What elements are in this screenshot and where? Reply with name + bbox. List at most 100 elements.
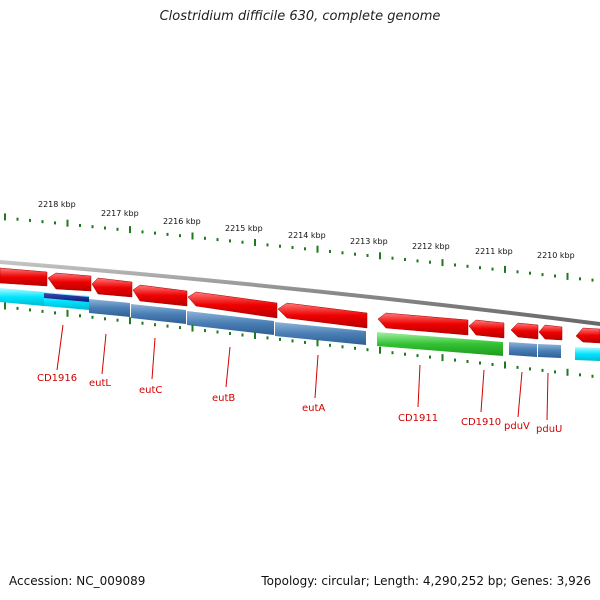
- minor-tick: [491, 363, 494, 366]
- major-tick: [504, 265, 506, 273]
- minor-tick: [91, 225, 94, 229]
- genome-backbone: [0, 260, 600, 326]
- ruler-label: 2217 kbp: [101, 209, 139, 218]
- minor-tick: [329, 250, 331, 253]
- cds-arrow: [91, 277, 133, 298]
- minor-tick: [591, 374, 594, 378]
- minor-tick: [166, 232, 169, 236]
- leader-line: [546, 372, 549, 421]
- ruler-label: 2210 kbp: [537, 251, 575, 260]
- major-tick: [4, 302, 6, 310]
- map-title: Clostridium difficile 630, complete geno…: [159, 9, 441, 24]
- minor-tick: [279, 337, 281, 341]
- minor-tick: [116, 227, 119, 231]
- minor-tick: [416, 354, 419, 358]
- minor-tick: [266, 243, 269, 247]
- ruler-label: 2214 kbp: [288, 231, 326, 240]
- leader-line: [417, 364, 421, 408]
- minor-tick: [41, 309, 44, 313]
- minor-tick: [429, 260, 431, 264]
- minor-tick: [91, 315, 94, 319]
- gene-label: pduU: [536, 424, 562, 435]
- minor-tick: [454, 263, 456, 267]
- leader-line: [151, 337, 156, 380]
- gene-label: CD1910: [461, 417, 501, 428]
- leader-line: [517, 371, 523, 418]
- minor-tick: [541, 273, 544, 277]
- cog-bar: [538, 344, 561, 358]
- major-tick: [66, 219, 69, 227]
- cog-bar: [131, 304, 186, 324]
- minor-tick: [204, 329, 206, 333]
- minor-tick: [204, 236, 206, 240]
- minor-tick: [291, 246, 294, 249]
- cog-bar: [89, 299, 130, 317]
- gene-label: eutA: [302, 403, 325, 414]
- cog-bar: [575, 347, 600, 361]
- minor-tick: [554, 370, 556, 374]
- minor-tick: [16, 306, 19, 310]
- cds-arrow: [468, 319, 505, 339]
- minor-tick: [591, 278, 594, 282]
- major-tick: [504, 361, 506, 369]
- minor-tick: [229, 332, 231, 335]
- minor-tick: [291, 339, 294, 343]
- minor-tick: [579, 277, 581, 281]
- minor-tick: [416, 259, 419, 263]
- minor-tick: [354, 252, 356, 256]
- leader-line: [56, 324, 64, 371]
- minor-tick: [404, 352, 406, 356]
- minor-tick: [141, 230, 144, 234]
- minor-tick: [429, 355, 431, 359]
- minor-tick: [141, 321, 144, 325]
- minor-tick: [116, 318, 119, 322]
- minor-tick: [279, 244, 281, 248]
- minor-tick: [516, 365, 519, 369]
- major-tick: [129, 226, 131, 234]
- minor-tick: [29, 218, 31, 222]
- minor-tick: [241, 333, 244, 337]
- gene-label: pduV: [504, 421, 530, 432]
- minor-tick: [529, 367, 531, 371]
- gene-labels: CD1916 eutL eutC eutB eutA CD1911 CD1910…: [37, 324, 562, 435]
- cds-arrow: [538, 324, 563, 341]
- cog-bar: [509, 342, 537, 357]
- accession-text: Accession: NC_009089: [9, 574, 146, 588]
- gene-label: eutL: [89, 378, 111, 389]
- minor-tick: [341, 345, 344, 349]
- major-tick: [4, 213, 6, 221]
- minor-tick: [16, 217, 19, 221]
- minor-tick: [529, 271, 531, 275]
- minor-tick: [454, 358, 456, 362]
- minor-tick: [404, 258, 406, 261]
- ruler-label: 2216 kbp: [163, 217, 201, 226]
- major-tick: [379, 252, 381, 260]
- cds-arrow: [187, 291, 278, 319]
- inner-ruler: [4, 302, 594, 378]
- minor-tick: [229, 239, 231, 243]
- cds-arrow: [510, 322, 539, 340]
- topology-text: Topology: circular; Length: 4,290,252 bp…: [261, 574, 591, 588]
- cog-track: [0, 288, 600, 361]
- minor-tick: [579, 373, 581, 377]
- minor-tick: [479, 361, 481, 365]
- minor-tick: [216, 238, 219, 242]
- minor-tick: [241, 240, 244, 244]
- ruler-label: 2211 kbp: [475, 247, 513, 256]
- major-tick: [316, 339, 319, 347]
- major-tick: [566, 368, 569, 376]
- ruler-label: 2215 kbp: [225, 224, 263, 233]
- minor-tick: [29, 308, 31, 312]
- leader-line: [480, 369, 485, 413]
- ruler-label: 2213 kbp: [350, 237, 388, 246]
- minor-tick: [479, 266, 481, 270]
- minor-tick: [154, 323, 156, 327]
- ruler-label: 2218 kbp: [38, 200, 76, 209]
- major-tick: [191, 324, 194, 332]
- minor-tick: [179, 234, 181, 238]
- gene-label: CD1916: [37, 373, 77, 384]
- cds-arrow: [377, 312, 469, 336]
- minor-tick: [216, 330, 219, 334]
- leader-line: [314, 354, 319, 399]
- minor-tick: [491, 267, 494, 271]
